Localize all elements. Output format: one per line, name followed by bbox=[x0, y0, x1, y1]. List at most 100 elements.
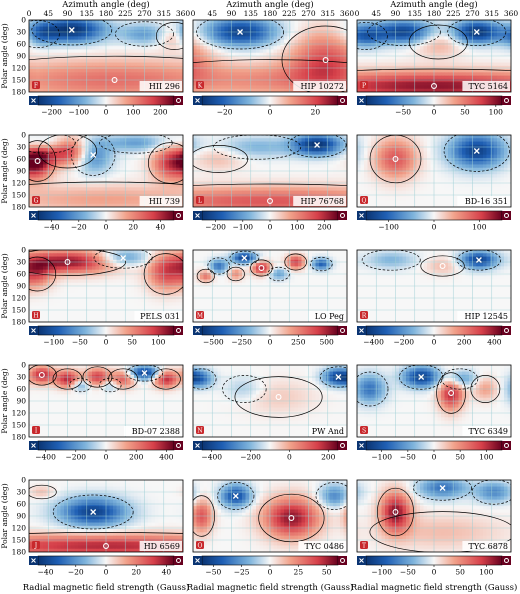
map-frame bbox=[192, 479, 348, 553]
colorbar-tick-label: 0 bbox=[268, 108, 273, 117]
panel-letter-badge bbox=[32, 81, 40, 89]
colorbar-max-marker bbox=[504, 328, 509, 333]
colorbar-max-marker bbox=[340, 558, 345, 563]
map-frame bbox=[28, 249, 184, 323]
colorbar-max-box bbox=[338, 326, 347, 335]
panel-letter: T bbox=[362, 543, 366, 550]
azimuth-tick-label: 225 bbox=[118, 9, 133, 18]
maximum-marker bbox=[448, 390, 455, 396]
colorbar-tick-label: 50 bbox=[127, 338, 137, 347]
contour-line bbox=[217, 482, 255, 510]
colorbar-tick-label: 200 bbox=[153, 108, 168, 117]
map-frame bbox=[356, 249, 512, 323]
colorbar-tick-label: −100 bbox=[371, 568, 392, 577]
polar-tick-label: 150 bbox=[12, 191, 27, 200]
colorbar-tick-label: −100 bbox=[68, 108, 89, 117]
map-field bbox=[29, 135, 183, 207]
colorbar-tick-label: −250 bbox=[231, 338, 252, 347]
map-field bbox=[29, 20, 183, 92]
colorbar-max-marker bbox=[340, 328, 345, 333]
star-name: HII 296 bbox=[149, 82, 180, 91]
polar-tick-label: 180 bbox=[12, 548, 27, 557]
colorbar-tick-label: −50 bbox=[400, 453, 416, 462]
colorbar-max-marker bbox=[176, 328, 181, 333]
colorbar-tick-label: 0 bbox=[432, 453, 437, 462]
contour-line bbox=[29, 135, 76, 154]
contour-line bbox=[361, 250, 421, 271]
colorbar-tick-label: 0 bbox=[432, 223, 437, 232]
contour-line bbox=[108, 368, 139, 390]
colorbar-tick-label: 250 bbox=[291, 338, 306, 347]
polar-tick-label: 90 bbox=[16, 397, 26, 406]
colorbar-max-box bbox=[502, 556, 511, 565]
polar-tick-label: 90 bbox=[16, 512, 26, 521]
polar-tick-label: 180 bbox=[12, 318, 27, 327]
polar-tick-label: 60 bbox=[16, 500, 26, 509]
colorbar-tick-label: 400 bbox=[487, 338, 502, 347]
polar-tick-label: 120 bbox=[12, 179, 27, 188]
colorbar bbox=[201, 325, 339, 336]
panel-p: 0 45 90 135 180 225 270 315 360 P TYC 5164 −50 0 50 10… bbox=[355, 9, 519, 117]
polar-tick-label: 30 bbox=[16, 28, 26, 37]
contour-line bbox=[376, 487, 415, 537]
azimuth-tick-label: 135 bbox=[408, 9, 423, 18]
polar-tick-label: 30 bbox=[16, 373, 26, 382]
panel-q: Q BD-16 351 −100 0 100 bbox=[356, 134, 512, 232]
contour-line bbox=[150, 368, 181, 390]
contour-line bbox=[471, 480, 511, 505]
contour-line bbox=[82, 366, 113, 388]
colorbar-tick-label: 50 bbox=[460, 108, 470, 117]
polar-tick-label: 120 bbox=[12, 409, 27, 418]
contour-line bbox=[222, 375, 267, 403]
map-frame bbox=[28, 19, 184, 93]
contour-line bbox=[29, 55, 183, 61]
polar-tick-label: 60 bbox=[16, 270, 26, 279]
colorbar-tick-label: 200 bbox=[317, 223, 332, 232]
maximum-marker bbox=[322, 57, 329, 63]
azimuth-tick-label: 225 bbox=[446, 9, 461, 18]
colorbar-min-marker bbox=[195, 443, 200, 448]
polar-tick-label: 60 bbox=[16, 155, 26, 164]
bottom-axis-label: Radial magnetic field strength (Gauss) bbox=[351, 582, 518, 593]
colorbar-min-marker bbox=[31, 213, 36, 218]
minimum-marker bbox=[241, 255, 248, 261]
contour-line bbox=[31, 20, 113, 46]
contour-line bbox=[143, 253, 183, 295]
map-field bbox=[193, 480, 347, 552]
polar-tick-label: 90 bbox=[16, 52, 26, 61]
polar-tick-label: 150 bbox=[12, 421, 27, 430]
colorbar-max-box bbox=[502, 441, 511, 450]
panel-letter-badge bbox=[196, 196, 204, 204]
azimuth-tick-label: 315 bbox=[157, 9, 172, 18]
colorbar-tick-label: −200 bbox=[41, 108, 62, 117]
colorbar-min-marker bbox=[359, 328, 364, 333]
colorbar-tick-label: −50 bbox=[400, 568, 416, 577]
minimum-marker bbox=[120, 255, 127, 261]
contour-line bbox=[29, 256, 57, 292]
panel-letter: N bbox=[197, 428, 202, 435]
minimum-marker bbox=[237, 29, 244, 35]
minimum-marker bbox=[439, 485, 446, 491]
colorbar-min-marker bbox=[31, 328, 36, 333]
map-frame bbox=[192, 249, 348, 323]
azimuth-tick-label: 180 bbox=[263, 9, 278, 18]
colorbar bbox=[201, 440, 339, 451]
colorbar-max-box bbox=[338, 211, 347, 220]
contour-line bbox=[52, 494, 134, 530]
star-name: LO Peg bbox=[315, 312, 344, 321]
panel-f: 0 45 90 135 180 225 270 315 3600306090120150180P… bbox=[0, 9, 190, 117]
colorbar-tick-label: 40 bbox=[156, 223, 166, 232]
contour-line bbox=[196, 268, 215, 284]
colorbar-tick-label: −200 bbox=[205, 223, 226, 232]
minimum-marker bbox=[475, 257, 482, 263]
polar-tick-label: 0 bbox=[21, 361, 26, 370]
contour-line bbox=[69, 377, 92, 393]
minimum-marker bbox=[473, 29, 480, 35]
colorbar-tick-label: 20 bbox=[131, 568, 141, 577]
contour-line bbox=[447, 20, 507, 46]
contour-line bbox=[193, 59, 347, 64]
panel-letter: G bbox=[34, 198, 39, 205]
map-field bbox=[193, 20, 347, 92]
top-axis-label: Azimuth angle (deg) bbox=[61, 0, 149, 10]
